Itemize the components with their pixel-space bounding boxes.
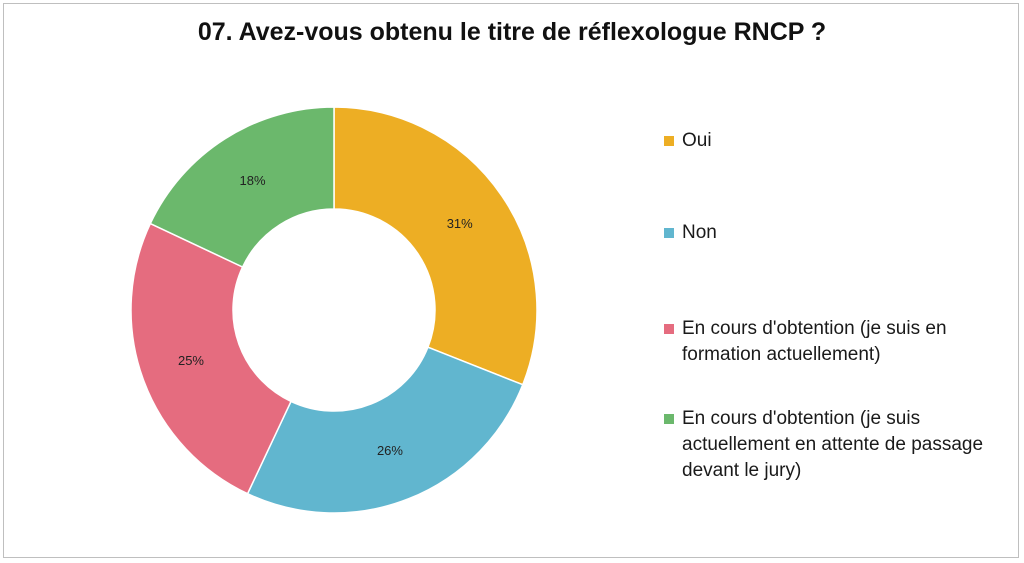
donut-chart: 31% 26% 25% 18%	[130, 106, 538, 514]
legend-swatch	[664, 414, 674, 424]
legend-label: En cours d'obtention (je suis en formati…	[682, 318, 947, 365]
donut-slice-4	[149, 106, 335, 268]
slice-label-3: 25%	[178, 353, 204, 368]
legend-label: Non	[682, 222, 717, 243]
legend-label: En cours d'obtention (je suis actuelleme…	[682, 408, 984, 481]
chart-frame: 07. Avez-vous obtenu le titre de réflexo…	[3, 3, 1019, 558]
legend-item-4: En cours d'obtention (je suis actuelleme…	[664, 406, 1004, 484]
legend-swatch	[664, 136, 674, 146]
legend-swatch	[664, 324, 674, 334]
legend-swatch	[664, 228, 674, 238]
slice-label-4: 18%	[240, 173, 266, 188]
slice-label-1: 31%	[447, 216, 473, 231]
slice-label-2: 26%	[377, 443, 403, 458]
donut-slice-1	[333, 106, 538, 386]
chart-title: 07. Avez-vous obtenu le titre de réflexo…	[197, 18, 827, 46]
donut-slice-3	[130, 222, 292, 495]
legend-item-1: Oui	[664, 128, 1004, 154]
legend-label: Oui	[682, 130, 712, 151]
legend-item-3: En cours d'obtention (je suis en formati…	[664, 316, 1004, 368]
legend-item-2: Non	[664, 220, 1004, 246]
donut-slice-2	[246, 346, 524, 514]
